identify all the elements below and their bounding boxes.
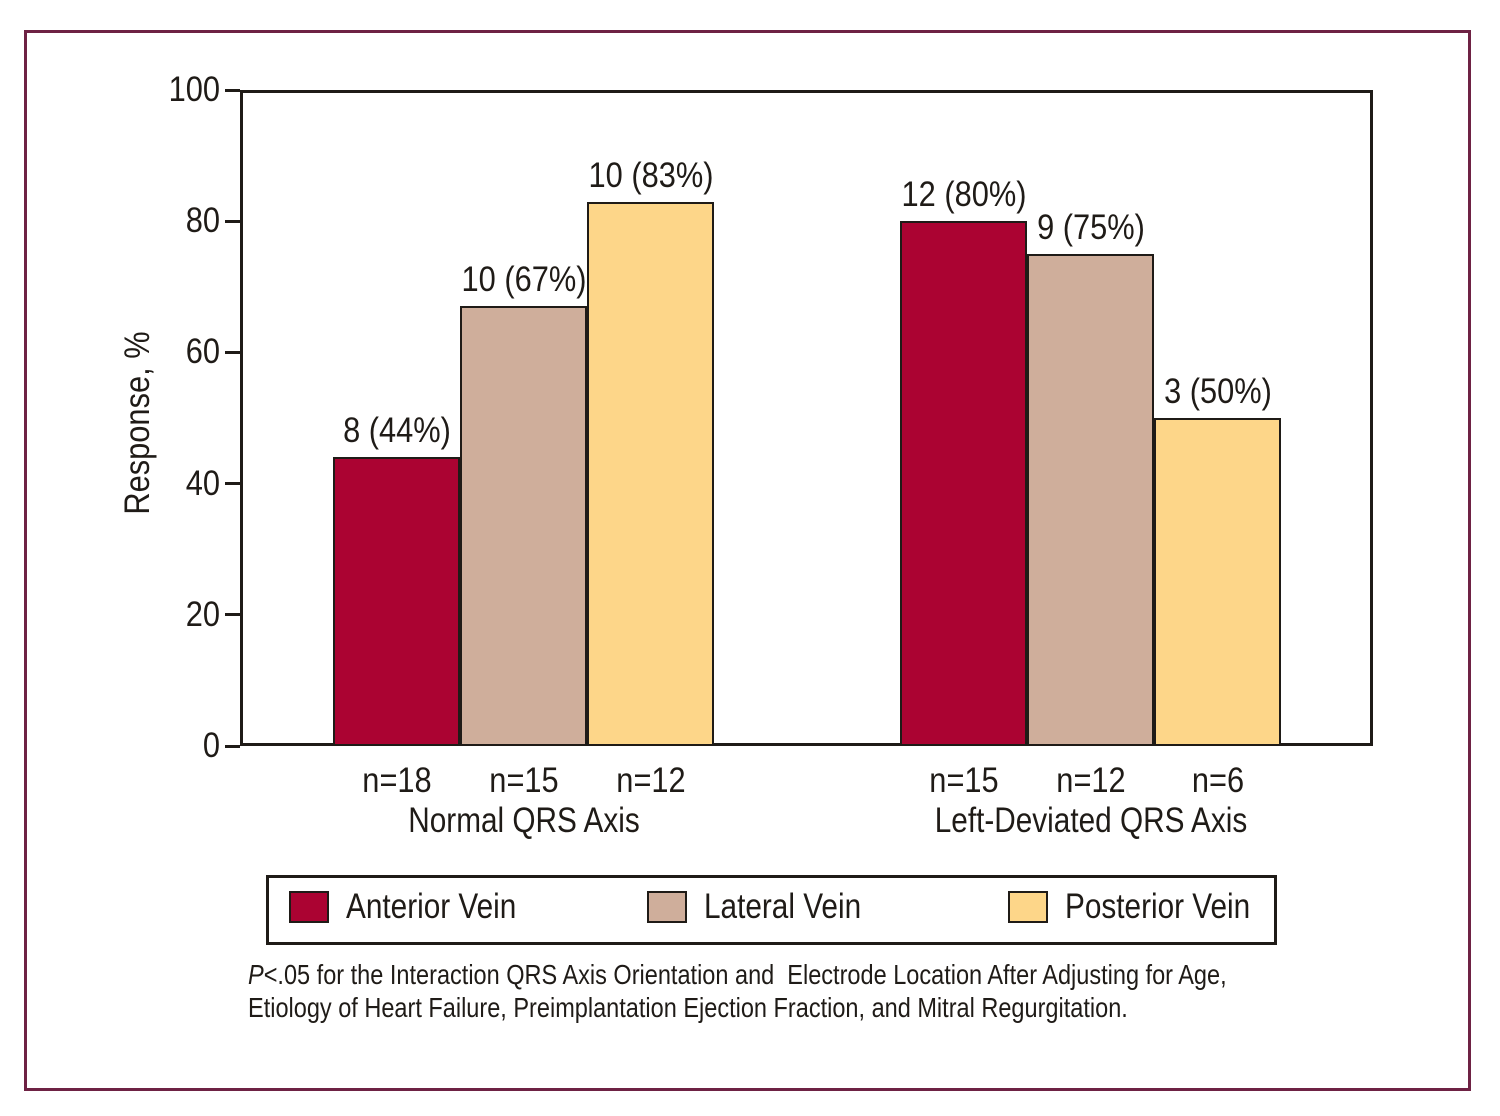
y-tick-mark	[225, 219, 240, 223]
y-tick-mark	[225, 350, 240, 354]
legend-label: Lateral Vein	[704, 887, 862, 926]
bar-value-label: 8 (44%)	[342, 411, 451, 451]
bar-normal-qrs-axis-anterior-vein	[333, 457, 460, 746]
bar-normal-qrs-axis-lateral-vein	[460, 306, 587, 746]
legend-label: Posterior Vein	[1065, 887, 1251, 926]
legend-item-anterior-vein: Anterior Vein	[289, 888, 546, 926]
x-group-label-left-deviated-qrs-axis: Left-Deviated QRS Axis	[934, 801, 1248, 840]
y-tick-mark	[225, 88, 240, 92]
x-n-label: n=18	[361, 761, 432, 800]
footnote-line-1-text: <.05 for the Interaction QRS Axis Orient…	[263, 959, 1227, 990]
legend-swatch-posterior-vein	[1008, 891, 1048, 923]
y-tick-mark	[225, 613, 240, 617]
bar-value-label: 10 (67%)	[461, 260, 586, 300]
bar-left-deviated-qrs-axis-posterior-vein	[1154, 418, 1281, 746]
bar-value-label: 3 (50%)	[1163, 372, 1272, 411]
legend-swatch-lateral-vein	[647, 891, 687, 923]
y-tick-mark	[225, 482, 240, 486]
footnote-line-2: Etiology of Heart Failure, Preimplantati…	[248, 992, 1128, 1023]
y-tick-label: 60	[185, 332, 220, 372]
y-tick-label: 20	[185, 594, 220, 634]
x-n-label: n=6	[1191, 761, 1244, 800]
bar-value-label: 10 (83%)	[588, 155, 713, 195]
x-n-label: n=15	[488, 761, 559, 800]
legend-item-posterior-vein: Posterior Vein	[1008, 888, 1283, 926]
legend-swatch-anterior-vein	[289, 891, 329, 923]
x-n-label: n=12	[615, 761, 686, 800]
bar-normal-qrs-axis-posterior-vein	[587, 201, 714, 746]
x-group-label-normal-qrs-axis: Normal QRS Axis	[408, 801, 640, 840]
legend-label: Anterior Vein	[346, 887, 517, 926]
x-n-label: n=15	[928, 761, 999, 800]
figure-frame	[24, 30, 1471, 1091]
y-tick-label: 0	[202, 726, 220, 765]
x-n-label: n=12	[1055, 761, 1126, 800]
footnote-p-italic: P	[248, 959, 264, 990]
y-tick-label: 100	[168, 70, 220, 109]
bar-left-deviated-qrs-axis-lateral-vein	[1027, 254, 1154, 746]
legend-item-lateral-vein: Lateral Vein	[647, 888, 889, 926]
footnote-line-1: P<.05 for the Interaction QRS Axis Orien…	[248, 958, 1227, 991]
legend-box	[266, 875, 1277, 945]
footnote: P<.05 for the Interaction QRS Axis Orien…	[248, 958, 1413, 1024]
y-tick-mark	[225, 744, 240, 748]
bar-value-label: 9 (75%)	[1036, 208, 1145, 247]
y-tick-label: 80	[185, 201, 220, 241]
bar-left-deviated-qrs-axis-anterior-vein	[900, 221, 1027, 746]
y-tick-label: 40	[185, 463, 220, 503]
bar-value-label: 12 (80%)	[901, 175, 1026, 215]
